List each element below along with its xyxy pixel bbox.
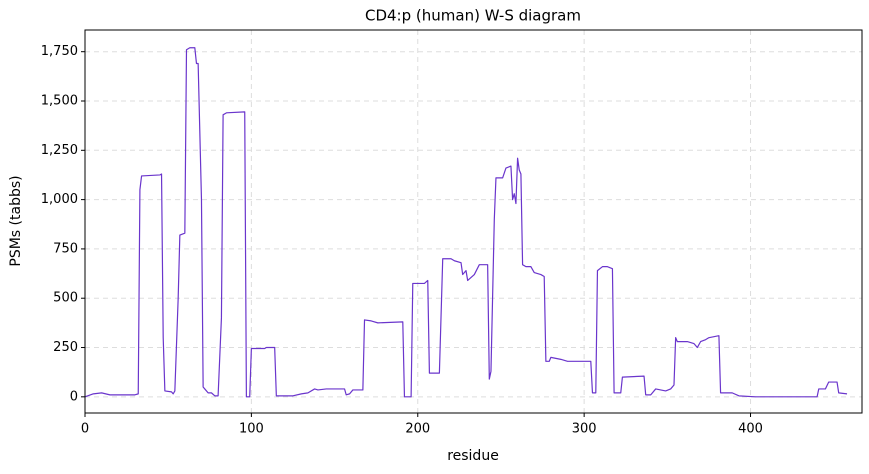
y-axis-label: PSMs (tabbs) (8, 175, 24, 266)
x-tick-label: 0 (81, 422, 89, 437)
y-tick-label: 1,000 (41, 192, 78, 207)
x-axis-label: residue (447, 448, 499, 464)
y-tick-label: 0 (70, 389, 78, 404)
plot-frame (84, 29, 863, 414)
y-tick-label: 250 (53, 340, 78, 355)
y-tick-label: 1,500 (41, 93, 78, 108)
y-tick-label: 1,750 (41, 44, 78, 59)
x-tick-label: 400 (738, 422, 763, 437)
y-tick-label: 500 (53, 291, 78, 306)
x-tick-label: 300 (572, 422, 597, 437)
x-tick-label: 100 (239, 422, 264, 437)
y-tick-label: 1,250 (41, 143, 78, 158)
data-line (84, 47, 848, 398)
y-tick-label: 750 (53, 241, 78, 256)
chart-title: CD4:p (human) W-S diagram (365, 7, 581, 25)
x-tick-label: 200 (405, 422, 430, 437)
